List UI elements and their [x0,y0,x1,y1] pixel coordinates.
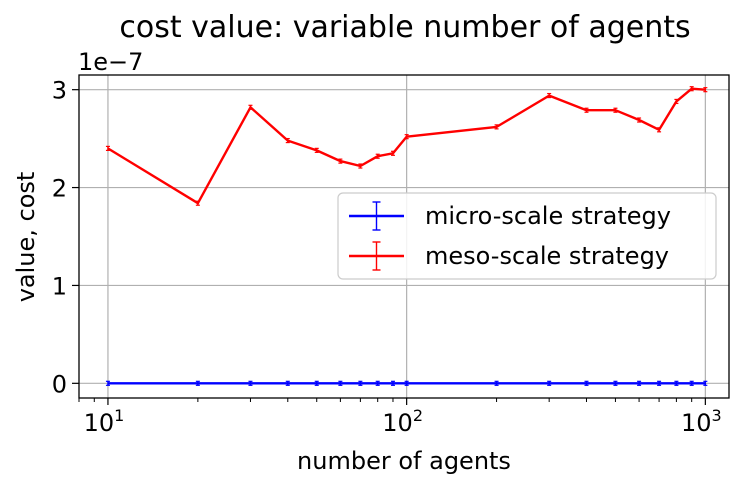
legend-label: meso-scale strategy [425,242,669,270]
x-tick-label: 103 [681,406,722,437]
x-tick-label: 101 [84,406,125,437]
plot-frame [78,74,730,399]
legend-box [337,192,717,280]
x-tick-base: 10 [84,409,115,437]
y-tick-label: 0 [52,370,67,398]
x-axis-label: number of agents [297,447,511,475]
x-tick-exponent: 1 [114,406,124,425]
x-tick-exponent: 2 [413,406,423,425]
x-axis-ticks: 101 102 103 [78,398,722,437]
x-tick-label: 102 [382,406,423,437]
y-tick-label: 1 [52,272,67,300]
legend-label: micro-scale strategy [425,202,671,230]
chart-title: cost value: variable number of agents [119,10,690,45]
y-axis-label: value, cost [12,172,40,303]
legend: micro-scale strategy meso-scale strategy [337,192,717,280]
y-tick-label: 2 [52,175,67,203]
y-offset-label: 1e−7 [78,48,143,76]
x-tick-exponent: 3 [712,406,722,425]
x-tick-base: 10 [382,409,413,437]
x-tick-base: 10 [681,409,712,437]
y-tick-label: 3 [52,77,67,105]
series-layer [105,86,708,386]
y-axis-ticks: 0 1 2 3 [52,77,79,398]
